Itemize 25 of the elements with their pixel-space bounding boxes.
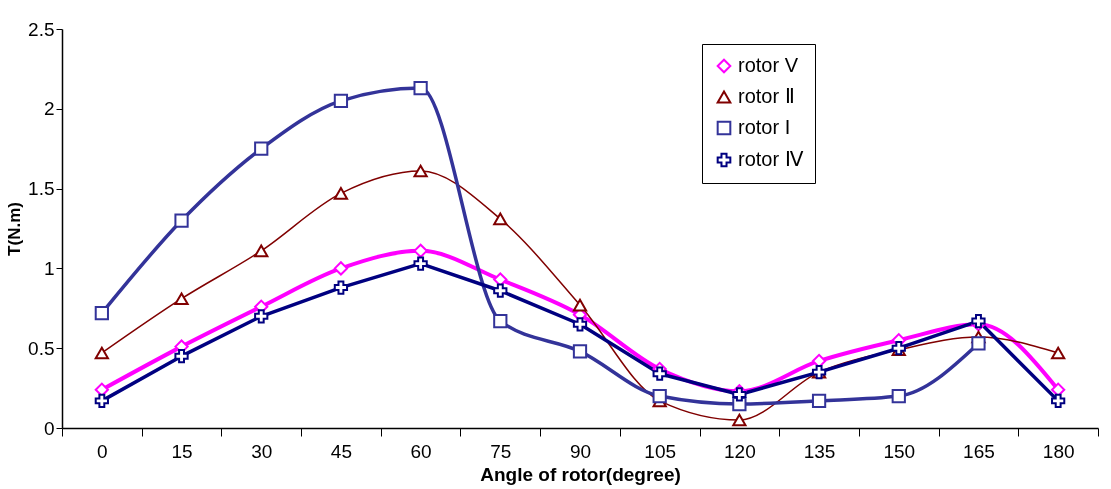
x-tick-label: 45 <box>330 440 352 462</box>
x-tick-label: 135 <box>803 440 836 462</box>
y-tick-label: 1.5 <box>28 178 55 200</box>
x-tick-label: 0 <box>97 440 108 462</box>
x-tick-label: 15 <box>171 440 193 462</box>
x-tick-label: 60 <box>410 440 432 462</box>
x-tick-label: 105 <box>644 440 677 462</box>
legend-label: rotor V <box>738 54 799 76</box>
x-tick-label: 30 <box>251 440 273 462</box>
x-tick-label: 120 <box>724 440 756 462</box>
y-tick-label: 2 <box>43 98 55 120</box>
y-tick-label: 0 <box>43 417 55 439</box>
legend-label: rotor I <box>738 116 791 138</box>
x-tick-label: 150 <box>883 440 916 462</box>
legend-label: rotor Ⅱ <box>738 85 795 107</box>
x-tick-label: 165 <box>963 440 995 462</box>
y-tick-label: 0.5 <box>28 337 55 359</box>
y-tick-label: 2.5 <box>28 18 55 40</box>
legend-label: rotor Ⅳ <box>738 148 804 170</box>
x-tick-label: 180 <box>1042 440 1075 462</box>
x-axis-title: Angle of rotor(degree) <box>480 463 681 485</box>
y-axis-title: T(N.m) <box>5 202 25 256</box>
x-tick-label: 75 <box>490 440 512 462</box>
y-tick-label: 1 <box>43 257 55 279</box>
x-tick-label: 90 <box>569 440 592 462</box>
